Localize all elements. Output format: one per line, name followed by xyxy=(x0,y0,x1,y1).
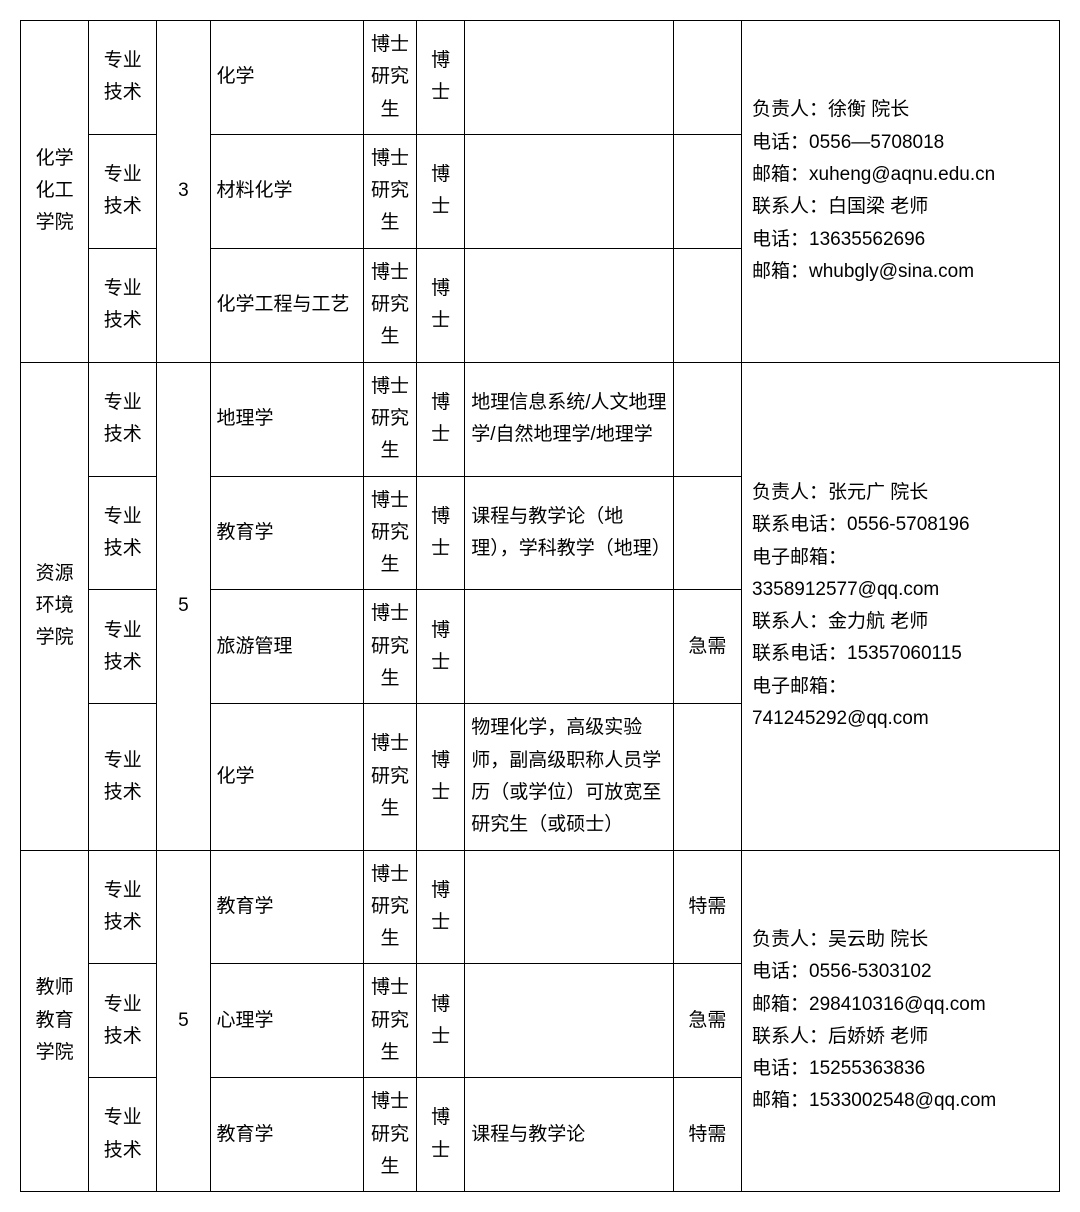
degree-cell: 博士 xyxy=(417,21,465,135)
position-cell: 专业技术 xyxy=(89,704,157,850)
position-cell: 专业技术 xyxy=(89,21,157,135)
note-cell: 课程与教学论（地理），学科教学（地理） xyxy=(465,476,674,590)
education-cell: 博士研究生 xyxy=(363,248,416,362)
urgency-cell xyxy=(673,362,741,476)
education-cell: 博士研究生 xyxy=(363,362,416,476)
position-cell: 专业技术 xyxy=(89,964,157,1078)
contact-line: 电子邮箱： xyxy=(752,542,1053,574)
urgency-cell xyxy=(673,21,741,135)
note-cell xyxy=(465,850,674,964)
contact-line: 电话：0556-5303102 xyxy=(752,956,1053,988)
major-cell: 教育学 xyxy=(210,1078,363,1192)
contact-line: 邮箱：xuheng@aqnu.edu.cn xyxy=(752,159,1053,191)
major-cell: 化学 xyxy=(210,704,363,850)
education-cell: 博士研究生 xyxy=(363,1078,416,1192)
contact-line: 3358912577@qq.com xyxy=(752,574,1053,606)
degree-cell: 博士 xyxy=(417,476,465,590)
table-row: 资源环境学院专业技术5地理学博士研究生博士地理信息系统/人文地理学/自然地理学/… xyxy=(21,362,1060,476)
note-cell xyxy=(465,21,674,135)
degree-cell: 博士 xyxy=(417,1078,465,1192)
note-cell xyxy=(465,134,674,248)
contact-line: 邮箱：1533002548@qq.com xyxy=(752,1085,1053,1117)
table-row: 教师教育学院专业技术5教育学博士研究生博士特需负责人：吴云助 院长电话：0556… xyxy=(21,850,1060,964)
position-cell: 专业技术 xyxy=(89,362,157,476)
note-cell xyxy=(465,590,674,704)
dept-cell: 教师教育学院 xyxy=(21,850,89,1192)
recruitment-table: 化学化工学院专业技术3化学博士研究生博士负责人：徐衡 院长电话：0556—570… xyxy=(20,20,1060,1192)
education-cell: 博士研究生 xyxy=(363,964,416,1078)
position-cell: 专业技术 xyxy=(89,590,157,704)
position-cell: 专业技术 xyxy=(89,476,157,590)
contact-line: 电话：13635562696 xyxy=(752,224,1053,256)
major-cell: 心理学 xyxy=(210,964,363,1078)
degree-cell: 博士 xyxy=(417,362,465,476)
degree-cell: 博士 xyxy=(417,590,465,704)
urgency-cell xyxy=(673,248,741,362)
urgency-cell xyxy=(673,704,741,850)
contact-line: 741245292@qq.com xyxy=(752,703,1053,735)
contact-line: 联系电话：15357060115 xyxy=(752,638,1053,670)
education-cell: 博士研究生 xyxy=(363,704,416,850)
note-cell: 地理信息系统/人文地理学/自然地理学/地理学 xyxy=(465,362,674,476)
contact-line: 联系人：后娇娇 老师 xyxy=(752,1021,1053,1053)
contact-line: 联系人：金力航 老师 xyxy=(752,606,1053,638)
note-cell xyxy=(465,964,674,1078)
note-cell xyxy=(465,248,674,362)
position-cell: 专业技术 xyxy=(89,850,157,964)
contact-line: 负责人：张元广 院长 xyxy=(752,477,1053,509)
major-cell: 化学工程与工艺 xyxy=(210,248,363,362)
count-cell: 3 xyxy=(157,21,210,363)
urgency-cell xyxy=(673,476,741,590)
urgency-cell: 特需 xyxy=(673,850,741,964)
major-cell: 材料化学 xyxy=(210,134,363,248)
major-cell: 化学 xyxy=(210,21,363,135)
position-cell: 专业技术 xyxy=(89,134,157,248)
contact-line: 邮箱：298410316@qq.com xyxy=(752,989,1053,1021)
contact-line: 邮箱：whubgly@sina.com xyxy=(752,256,1053,288)
contact-line: 联系电话：0556-5708196 xyxy=(752,509,1053,541)
contact-line: 负责人：吴云助 院长 xyxy=(752,924,1053,956)
contact-cell: 负责人：吴云助 院长电话：0556-5303102邮箱：298410316@qq… xyxy=(742,850,1060,1192)
degree-cell: 博士 xyxy=(417,248,465,362)
major-cell: 旅游管理 xyxy=(210,590,363,704)
degree-cell: 博士 xyxy=(417,964,465,1078)
contact-cell: 负责人：徐衡 院长电话：0556—5708018邮箱：xuheng@aqnu.e… xyxy=(742,21,1060,363)
urgency-cell: 急需 xyxy=(673,590,741,704)
major-cell: 教育学 xyxy=(210,850,363,964)
education-cell: 博士研究生 xyxy=(363,590,416,704)
dept-cell: 化学化工学院 xyxy=(21,21,89,363)
education-cell: 博士研究生 xyxy=(363,134,416,248)
contact-line: 负责人：徐衡 院长 xyxy=(752,94,1053,126)
dept-cell: 资源环境学院 xyxy=(21,362,89,850)
note-cell: 课程与教学论 xyxy=(465,1078,674,1192)
contact-line: 电子邮箱： xyxy=(752,671,1053,703)
education-cell: 博士研究生 xyxy=(363,850,416,964)
contact-line: 联系人：白国梁 老师 xyxy=(752,191,1053,223)
urgency-cell: 特需 xyxy=(673,1078,741,1192)
table-row: 化学化工学院专业技术3化学博士研究生博士负责人：徐衡 院长电话：0556—570… xyxy=(21,21,1060,135)
contact-cell: 负责人：张元广 院长联系电话：0556-5708196电子邮箱：33589125… xyxy=(742,362,1060,850)
contact-line: 电话：0556—5708018 xyxy=(752,127,1053,159)
education-cell: 博士研究生 xyxy=(363,21,416,135)
contact-line: 电话：15255363836 xyxy=(752,1053,1053,1085)
degree-cell: 博士 xyxy=(417,850,465,964)
major-cell: 教育学 xyxy=(210,476,363,590)
count-cell: 5 xyxy=(157,850,210,1192)
position-cell: 专业技术 xyxy=(89,1078,157,1192)
count-cell: 5 xyxy=(157,362,210,850)
degree-cell: 博士 xyxy=(417,134,465,248)
urgency-cell xyxy=(673,134,741,248)
position-cell: 专业技术 xyxy=(89,248,157,362)
note-cell: 物理化学，高级实验师，副高级职称人员学历（或学位）可放宽至研究生（或硕士） xyxy=(465,704,674,850)
major-cell: 地理学 xyxy=(210,362,363,476)
education-cell: 博士研究生 xyxy=(363,476,416,590)
degree-cell: 博士 xyxy=(417,704,465,850)
urgency-cell: 急需 xyxy=(673,964,741,1078)
